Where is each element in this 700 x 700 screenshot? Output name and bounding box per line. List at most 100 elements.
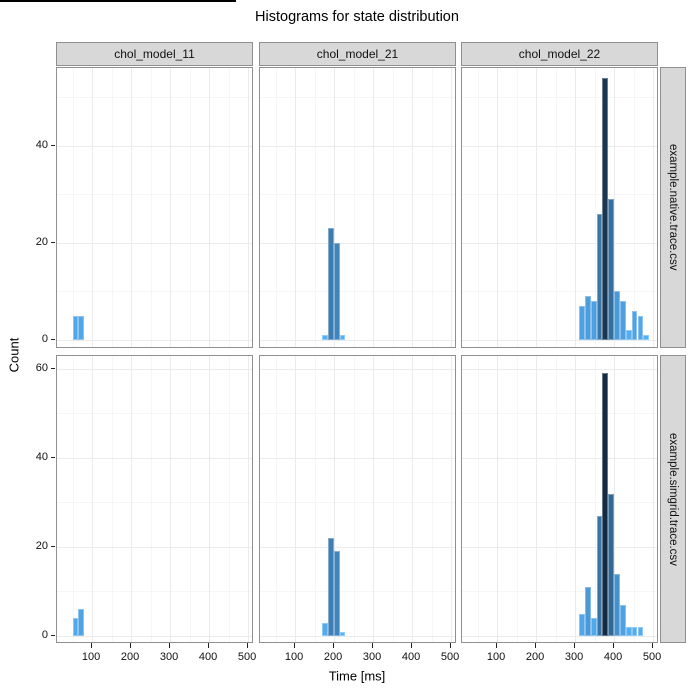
histogram-bar xyxy=(608,493,615,636)
facet-panel xyxy=(461,355,658,643)
gridline-minor xyxy=(392,68,394,347)
gridline-major xyxy=(373,68,375,347)
gridline-minor xyxy=(353,68,355,347)
gridline-major xyxy=(451,356,453,642)
gridline-minor xyxy=(189,356,191,642)
chart-title: Histograms for state distribution xyxy=(255,9,459,25)
y-tick-mark xyxy=(51,367,55,369)
gridline-major xyxy=(57,242,252,244)
facet-col-strip: chol_model_11 xyxy=(56,42,253,66)
gridline-minor xyxy=(555,68,557,347)
gridline-minor xyxy=(353,356,355,642)
gridline-major xyxy=(260,242,455,244)
gridline-major xyxy=(451,68,453,347)
histogram-bar xyxy=(327,538,334,636)
gridline-major xyxy=(462,457,657,459)
gridline-major xyxy=(260,457,455,459)
histogram-bar xyxy=(322,622,328,636)
histogram-bar xyxy=(619,604,626,636)
gridline-major xyxy=(170,356,172,642)
histogram-bar xyxy=(602,373,609,636)
gridline-minor xyxy=(633,68,635,347)
gridline-minor xyxy=(462,591,657,593)
x-tick-label: 200 xyxy=(120,651,140,663)
gridline-major xyxy=(462,145,657,147)
y-tick-mark xyxy=(51,635,55,636)
gridline-major xyxy=(575,356,577,642)
histogram-bar xyxy=(643,335,650,340)
x-tick-mark xyxy=(333,643,335,648)
x-tick-mark xyxy=(372,643,374,648)
gridline-minor xyxy=(72,68,74,347)
histogram-bar xyxy=(625,330,632,340)
gridline-major xyxy=(462,368,657,370)
histogram-bar xyxy=(619,301,626,340)
gridline-minor xyxy=(260,97,455,99)
gridline-minor xyxy=(594,356,596,642)
gridline-major xyxy=(57,340,252,341)
gridline-minor xyxy=(314,356,316,642)
y-tick-label: 40 xyxy=(35,138,48,151)
x-tick-label: 300 xyxy=(159,651,179,663)
y-tick-label: 20 xyxy=(35,539,48,552)
gridline-major xyxy=(57,636,252,637)
gridline-minor xyxy=(57,97,252,99)
gridline-major xyxy=(334,356,336,642)
gridline-minor xyxy=(555,356,557,642)
x-tick-mark xyxy=(535,643,537,648)
gridline-major xyxy=(462,242,657,244)
gridline-major xyxy=(412,68,414,347)
gridline-minor xyxy=(189,68,191,347)
histogram-bar xyxy=(602,77,609,340)
gridline-minor xyxy=(228,356,230,642)
facet-panel xyxy=(461,67,658,348)
gridline-minor xyxy=(516,68,518,347)
gridline-minor xyxy=(228,68,230,347)
gridline-major xyxy=(614,356,616,642)
y-tick-mark xyxy=(51,545,55,547)
gridline-minor xyxy=(260,502,455,504)
gridline-minor xyxy=(462,502,657,504)
gridline-major xyxy=(497,356,499,642)
histogram-bar xyxy=(72,315,79,340)
gridline-minor xyxy=(260,291,455,293)
gridline-major xyxy=(295,68,297,347)
histogram-bar xyxy=(322,335,328,340)
gridline-major xyxy=(497,68,499,347)
gridline-minor xyxy=(594,68,596,347)
x-tick-mark xyxy=(247,643,249,648)
gridline-major xyxy=(295,356,297,642)
facet-row-strip: example.simgrid.trace.csv xyxy=(660,355,686,643)
gridline-major xyxy=(92,68,94,347)
gridline-minor xyxy=(57,591,252,593)
gridline-major xyxy=(92,356,94,642)
x-tick-mark xyxy=(613,643,615,648)
gridline-major xyxy=(131,356,133,642)
gridline-minor xyxy=(462,413,657,415)
x-tick-label: 500 xyxy=(237,651,257,663)
gridline-major xyxy=(57,457,252,459)
histogram-bar xyxy=(339,631,346,636)
gridline-major xyxy=(248,356,250,642)
y-tick-label: 60 xyxy=(35,361,48,374)
gridline-major xyxy=(260,636,455,637)
y-tick-label: 20 xyxy=(35,235,48,248)
gridline-major xyxy=(462,636,657,637)
gridline-minor xyxy=(516,356,518,642)
gridline-minor xyxy=(462,194,657,196)
gridline-minor xyxy=(111,68,113,347)
histogram-bar xyxy=(333,551,340,636)
gridline-minor xyxy=(57,291,252,293)
gridline-major xyxy=(170,68,172,347)
x-tick-label: 200 xyxy=(525,651,545,663)
x-tick-label: 500 xyxy=(642,651,662,663)
histogram-bar xyxy=(637,315,644,340)
gridline-minor xyxy=(477,356,479,642)
histogram-bar xyxy=(631,310,638,340)
histogram-bar xyxy=(339,335,346,340)
y-tick-label: 0 xyxy=(41,333,48,345)
x-axis-title: Time [ms] xyxy=(328,668,386,684)
histogram-bar xyxy=(584,296,591,340)
histogram-bar xyxy=(590,301,597,340)
